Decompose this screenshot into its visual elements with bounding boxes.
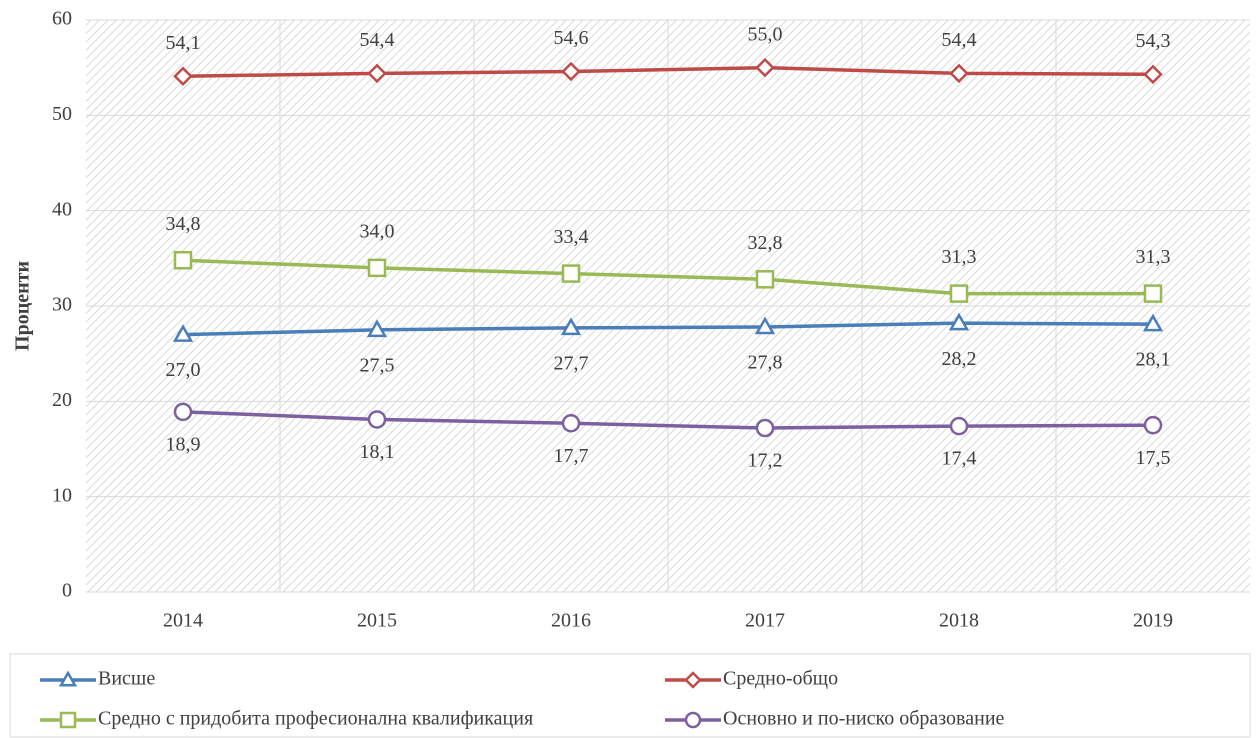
data-point bbox=[172, 324, 194, 342]
data-label: 54,1 bbox=[166, 32, 201, 54]
data-point bbox=[366, 319, 388, 338]
legend-marker bbox=[684, 671, 702, 689]
data-point bbox=[1143, 415, 1163, 435]
x-tick-label: 2018 bbox=[939, 610, 979, 632]
data-point bbox=[1143, 64, 1163, 85]
data-point bbox=[754, 316, 776, 335]
data-label: 33,4 bbox=[554, 226, 589, 248]
y-axis-title: Проценти bbox=[12, 261, 34, 351]
data-point bbox=[1142, 313, 1164, 332]
data-point bbox=[173, 402, 193, 422]
y-tick-label: 40 bbox=[52, 198, 72, 220]
data-label: 54,4 bbox=[360, 29, 395, 51]
data-label: 28,2 bbox=[942, 348, 977, 370]
data-label: 54,6 bbox=[554, 27, 589, 49]
data-point bbox=[367, 63, 387, 84]
data-label: 17,7 bbox=[554, 445, 589, 467]
data-point bbox=[560, 317, 582, 336]
data-point bbox=[367, 258, 387, 278]
data-point bbox=[1143, 284, 1163, 303]
data-label: 17,4 bbox=[942, 448, 977, 470]
data-point bbox=[755, 57, 775, 78]
legend-label: Средно-общо bbox=[723, 668, 838, 690]
x-tick-label: 2019 bbox=[1133, 610, 1173, 632]
legend-marker bbox=[58, 670, 78, 687]
y-tick-label: 50 bbox=[52, 103, 72, 125]
legend-marker bbox=[59, 711, 77, 729]
data-label: 31,3 bbox=[942, 246, 977, 268]
y-tick-label: 10 bbox=[52, 484, 72, 506]
data-point bbox=[755, 418, 775, 438]
legend-label: Средно с придобита професионална квалифи… bbox=[98, 708, 533, 730]
data-label: 32,8 bbox=[748, 232, 783, 254]
legend-label: Висше bbox=[98, 668, 155, 690]
x-tick-label: 2014 bbox=[163, 610, 203, 632]
y-tick-label: 30 bbox=[52, 294, 72, 316]
x-tick-label: 2016 bbox=[551, 610, 591, 632]
legend-box bbox=[9, 653, 1251, 738]
data-label: 54,4 bbox=[942, 29, 977, 51]
series-line bbox=[182, 258, 1153, 296]
data-point bbox=[561, 61, 581, 82]
y-tick-label: 20 bbox=[52, 389, 72, 411]
y-tick-label: 60 bbox=[52, 8, 72, 30]
data-label: 31,3 bbox=[1136, 246, 1171, 268]
data-label: 34,8 bbox=[166, 213, 201, 235]
data-label: 54,3 bbox=[1136, 30, 1171, 52]
data-label: 27,7 bbox=[554, 353, 589, 375]
legend-label: Основно и по-ниско образование bbox=[723, 708, 1005, 730]
data-label: 34,0 bbox=[360, 220, 395, 242]
data-point bbox=[948, 312, 970, 331]
data-label: 27,0 bbox=[166, 359, 201, 381]
data-point bbox=[949, 416, 969, 436]
data-point bbox=[949, 63, 969, 84]
data-point bbox=[561, 414, 581, 433]
data-label: 17,5 bbox=[1136, 447, 1171, 469]
data-label: 55,0 bbox=[748, 23, 783, 45]
x-tick-label: 2017 bbox=[745, 610, 785, 632]
x-tick-label: 2015 bbox=[357, 610, 397, 632]
data-point bbox=[367, 410, 387, 429]
data-label: 17,2 bbox=[748, 450, 783, 472]
data-label: 27,5 bbox=[360, 354, 395, 376]
data-label: 27,8 bbox=[748, 352, 783, 374]
data-label: 18,1 bbox=[360, 441, 395, 463]
data-point bbox=[561, 264, 581, 283]
data-label: 28,1 bbox=[1136, 349, 1171, 371]
data-point bbox=[173, 250, 193, 270]
legend-marker bbox=[684, 711, 702, 729]
series-line bbox=[182, 65, 1154, 78]
series-line bbox=[182, 321, 1154, 337]
series-line bbox=[182, 410, 1154, 430]
y-tick-label: 0 bbox=[62, 580, 72, 602]
data-point bbox=[173, 66, 193, 87]
data-point bbox=[755, 270, 775, 289]
data-point bbox=[949, 284, 969, 303]
data-label: 18,9 bbox=[166, 433, 201, 455]
